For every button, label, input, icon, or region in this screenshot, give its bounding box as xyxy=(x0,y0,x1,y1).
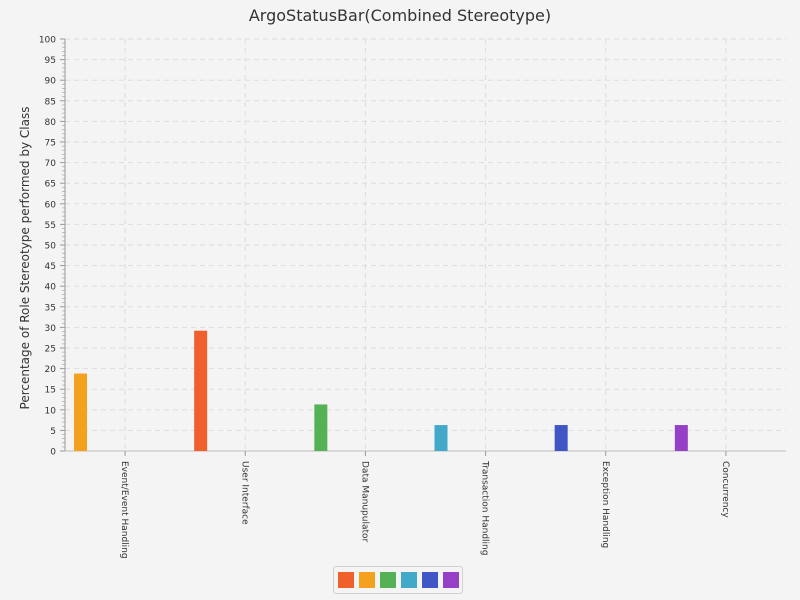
y-tick-label: 50 xyxy=(45,242,57,252)
x-tick-label: Concurrency xyxy=(720,461,730,518)
legend-swatch xyxy=(421,572,438,588)
x-tick-label: User Interface xyxy=(239,461,249,525)
y-tick-label: 80 xyxy=(45,118,57,128)
y-tick-label: 15 xyxy=(45,386,56,396)
y-tick-label: 90 xyxy=(45,77,57,87)
bar xyxy=(194,330,208,451)
x-tick-label: Event/Event Handling xyxy=(119,461,129,559)
bar xyxy=(554,425,568,451)
axes xyxy=(60,38,786,456)
legend-swatch xyxy=(400,572,417,588)
bar xyxy=(314,404,328,451)
bar xyxy=(674,425,688,451)
y-tick-label: 55 xyxy=(45,221,56,231)
y-tick-label: 100 xyxy=(39,36,56,46)
y-tick-label: 70 xyxy=(45,159,57,169)
y-tick-label: 5 xyxy=(50,427,56,437)
y-tick-label: 25 xyxy=(45,345,56,355)
y-tick-label: 35 xyxy=(45,303,56,313)
chart-title: ArgoStatusBar(Combined Stereotype) xyxy=(248,6,552,25)
y-tick-label: 20 xyxy=(45,365,57,375)
y-tick-label: 95 xyxy=(45,56,56,66)
x-tick-label: Exception Handling xyxy=(600,461,610,548)
legend-swatch xyxy=(337,572,354,588)
y-tick-label: 85 xyxy=(45,97,56,107)
legend xyxy=(333,566,463,594)
y-tick-label: 40 xyxy=(45,283,57,293)
y-tick-label: 65 xyxy=(45,180,56,190)
bars xyxy=(74,330,688,451)
y-tick-label: 60 xyxy=(45,200,57,210)
y-tick-label: 45 xyxy=(45,262,56,272)
y-axis-label: Percentage of Role Stereotype performed … xyxy=(18,107,32,410)
y-tick-label: 0 xyxy=(50,448,56,458)
bar xyxy=(434,425,448,451)
y-tick-label: 75 xyxy=(45,139,56,149)
y-tick-label: 30 xyxy=(45,324,57,334)
x-tick-label: Data Manupulator xyxy=(359,461,369,543)
legend-swatch xyxy=(379,572,396,588)
x-tick-label: Transaction Handling xyxy=(480,460,490,555)
legend-swatch xyxy=(358,572,375,588)
tick-labels: 0 5 10 15 20 25 30 35 40 45 50 55 60 65 70 75 80 85 90 95 10… xyxy=(39,36,730,559)
bar xyxy=(74,373,87,451)
legend-swatch xyxy=(442,572,459,588)
y-tick-label: 10 xyxy=(45,406,57,416)
grid-lines xyxy=(65,38,786,451)
